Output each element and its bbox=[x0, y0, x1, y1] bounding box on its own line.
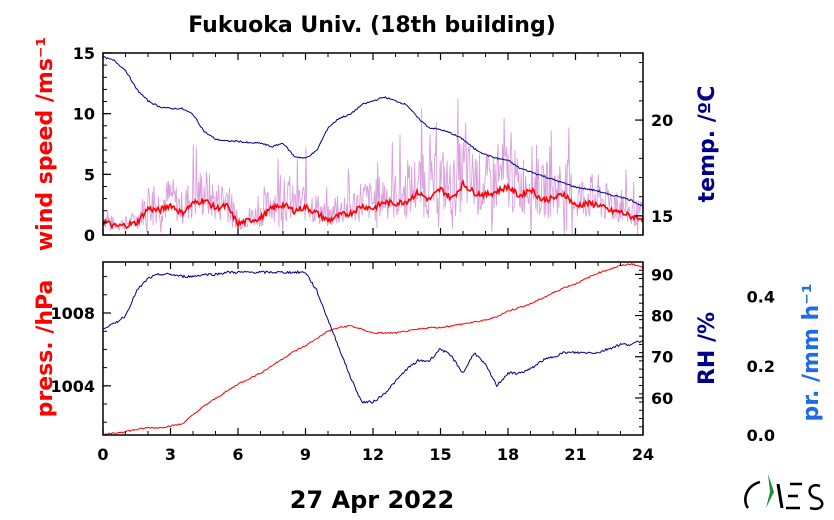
x-tick-label: 18 bbox=[497, 445, 519, 464]
wind-speed-axis-label: wind speed /ms⁻¹ bbox=[33, 37, 58, 251]
plot-frame bbox=[102, 261, 644, 436]
right-tick-label: 90 bbox=[651, 265, 673, 284]
humidity-line bbox=[103, 270, 643, 404]
x-tick-label: 6 bbox=[232, 445, 243, 464]
precip-tick-label: 0.4 bbox=[747, 288, 775, 307]
right-tick-label: 20 bbox=[651, 111, 673, 130]
precipitation-axis: 0.0 0.2 0.4 pr. /mm h⁻¹ bbox=[747, 284, 824, 445]
plot-area bbox=[103, 263, 643, 435]
plot-area bbox=[103, 56, 643, 235]
x-tick-label: 15 bbox=[429, 445, 451, 464]
pressure-line bbox=[103, 263, 643, 435]
right-tick-label: 15 bbox=[651, 207, 673, 226]
pressure-axis-label: press. /hPa bbox=[33, 280, 58, 418]
right-tick-label: 70 bbox=[651, 348, 673, 367]
precip-tick-label: 0.2 bbox=[747, 357, 775, 376]
wind-temperature-panel: 0 5 10 15 15 20 wind speed /ms⁻¹ temp. /ºC bbox=[33, 37, 720, 251]
left-tick-label: 1004 bbox=[50, 377, 95, 396]
left-tick-label: 15 bbox=[73, 44, 95, 63]
right-tick-label: 60 bbox=[651, 389, 673, 408]
left-tick-label: 5 bbox=[84, 165, 95, 184]
left-tick-label: 0 bbox=[84, 226, 95, 245]
institution-logo bbox=[744, 474, 824, 511]
humidity-axis-label: RH /% bbox=[695, 312, 720, 385]
x-tick-label: 24 bbox=[632, 445, 654, 464]
wind-speed-line bbox=[103, 178, 643, 230]
right-tick-label: 80 bbox=[651, 307, 673, 326]
temperature-line bbox=[103, 56, 643, 207]
left-tick-label: 1008 bbox=[50, 304, 95, 323]
x-tick-label: 12 bbox=[362, 445, 384, 464]
x-tick-label: 0 bbox=[97, 445, 108, 464]
pressure-humidity-panel: 0 3 6 9 12 15 18 21 24 1004 1008 60 70 80 90 press. /hP… bbox=[33, 261, 720, 464]
chart-title: Fukuoka Univ. (18th building) bbox=[188, 13, 556, 38]
x-tick-label: 21 bbox=[564, 445, 586, 464]
x-tick-label: 3 bbox=[165, 445, 176, 464]
date-label: 27 Apr 2022 bbox=[290, 486, 455, 514]
plot-frame bbox=[102, 52, 644, 236]
precip-tick-label: 0.0 bbox=[747, 426, 775, 445]
precipitation-axis-label: pr. /mm h⁻¹ bbox=[799, 284, 824, 422]
left-tick-label: 10 bbox=[73, 105, 95, 124]
wind-speed-raw-line bbox=[103, 98, 643, 235]
x-tick-label: 9 bbox=[300, 445, 311, 464]
temperature-axis-label: temp. /ºC bbox=[695, 86, 720, 203]
